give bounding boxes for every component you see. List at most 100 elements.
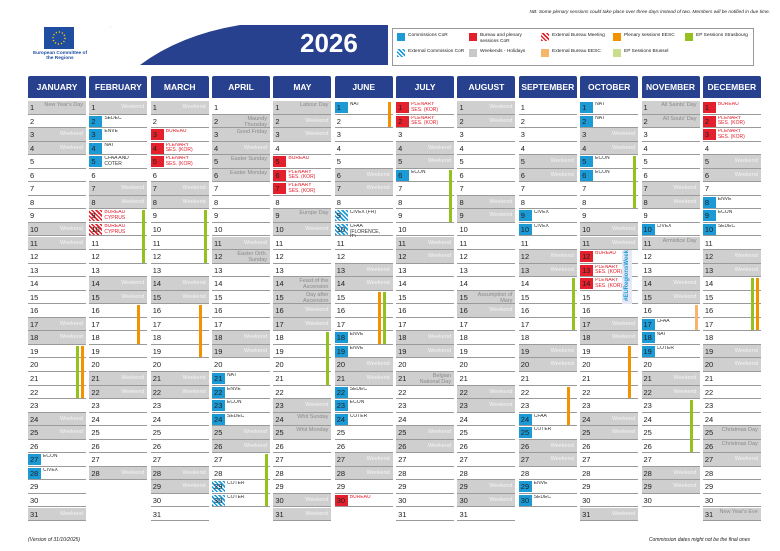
day-cell: 6 ECON bbox=[580, 168, 639, 183]
day-number: 9 bbox=[702, 210, 716, 222]
day-cell: 23 bbox=[641, 399, 700, 413]
day-number: 6 bbox=[643, 170, 648, 180]
weekend-label: Weekend bbox=[182, 280, 206, 287]
day-number: 14 bbox=[520, 279, 530, 289]
day-number: 14 bbox=[643, 279, 652, 289]
day-number: 29 bbox=[643, 482, 652, 492]
day-number: 10 bbox=[641, 223, 655, 235]
day-number: 5 bbox=[520, 157, 525, 167]
legend-swatch bbox=[613, 33, 621, 41]
day-cell: 24 COTER bbox=[334, 412, 393, 427]
day-number: 22 bbox=[704, 387, 714, 397]
day-number: 22 bbox=[398, 387, 407, 397]
version: (Version of 31/10/2025) bbox=[28, 537, 81, 543]
day-number: 4 bbox=[398, 143, 403, 153]
day-number: 21 bbox=[704, 374, 714, 383]
day-cell: 25 Weekend bbox=[212, 426, 271, 440]
day-number: 11 bbox=[91, 238, 100, 248]
day-number: 27 bbox=[214, 455, 223, 465]
weekend-label: Weekend bbox=[121, 104, 145, 110]
day-number: 20 bbox=[214, 360, 223, 370]
month-header: NOVEMBER bbox=[641, 76, 700, 98]
day-number: 15 bbox=[582, 292, 591, 302]
session-marker bbox=[198, 305, 202, 358]
year-title: 2026 bbox=[300, 28, 358, 58]
day-number: 25 bbox=[30, 428, 39, 438]
day-cell: 3 Weekend bbox=[273, 128, 332, 142]
weekend-label: Weekend bbox=[550, 442, 574, 449]
weekend-label: Weekend bbox=[366, 375, 390, 381]
day-number: 11 bbox=[275, 238, 284, 248]
day-number: 28 bbox=[336, 468, 346, 478]
day-cell: 17 Weekend bbox=[28, 317, 86, 332]
day-number: 2 bbox=[520, 116, 525, 126]
day-number: 10 bbox=[214, 224, 223, 234]
day-cell: 13 bbox=[28, 263, 86, 278]
event-label: NAT bbox=[595, 115, 605, 121]
session-marker bbox=[571, 278, 575, 331]
day-cell: 11 bbox=[518, 236, 577, 251]
day-cell: 9 bbox=[580, 209, 639, 223]
weekend-label: Weekend bbox=[550, 171, 574, 178]
day-number: 26 bbox=[398, 441, 407, 451]
weekend-label: Weekend bbox=[59, 144, 83, 151]
day-cell: 5 PLENARY SES. (KOR) bbox=[150, 155, 209, 169]
day-number: 18 bbox=[152, 333, 162, 343]
day-number: 11 bbox=[459, 238, 468, 248]
day-number: 15 bbox=[91, 292, 100, 302]
day-cell: 23 bbox=[518, 399, 577, 413]
day-cell: 21 bbox=[518, 372, 577, 386]
day-cell: 18 bbox=[89, 331, 148, 345]
day-cell: 23 bbox=[396, 399, 455, 413]
weekend-label: Weekend bbox=[673, 280, 697, 287]
day-cell: 23 ECON bbox=[212, 399, 271, 413]
day-number: 8 bbox=[398, 197, 403, 207]
day-number: 9 bbox=[152, 211, 157, 221]
day-cell: 28 Weekend bbox=[89, 466, 148, 481]
day-number: 3 bbox=[336, 130, 341, 140]
day-number: 30 bbox=[30, 495, 39, 505]
weekend-label: Weekend bbox=[550, 253, 574, 260]
day-number: 19 bbox=[641, 345, 655, 357]
day-cell: 10 bbox=[212, 222, 271, 237]
day-cell: 4 Weekend bbox=[396, 141, 455, 156]
day-number: 25 bbox=[704, 428, 714, 438]
day-number: 5 bbox=[214, 157, 219, 167]
session-marker bbox=[326, 332, 330, 385]
day-number: 23 bbox=[398, 401, 407, 411]
month-header: MARCH bbox=[150, 76, 209, 98]
day-cell: 6 Weekend bbox=[518, 168, 577, 183]
day-number: 25 bbox=[459, 428, 468, 438]
day-cell: 21 NAT bbox=[212, 372, 271, 386]
session-marker bbox=[137, 305, 141, 344]
day-number: 16 bbox=[275, 306, 284, 316]
day-cell: 3 Weekend bbox=[28, 128, 86, 142]
day-cell: 25 Christmas Day bbox=[702, 426, 761, 440]
day-number: 13 bbox=[336, 265, 346, 275]
holiday-label: New Year's Day bbox=[44, 102, 83, 108]
day-cell: 16 bbox=[580, 304, 639, 318]
day-cell: 3 Good Friday bbox=[212, 128, 271, 142]
day-number: 6 bbox=[520, 170, 525, 180]
holiday-label: Good Friday bbox=[236, 129, 268, 136]
day-cell: 10 bbox=[396, 222, 455, 237]
event-label: PLENARY SES. (KOR) bbox=[411, 115, 439, 127]
day-cell: 10 Weekend bbox=[28, 222, 86, 237]
day-number: 4 bbox=[214, 143, 219, 153]
day-number: 7 bbox=[704, 184, 710, 194]
day-cell: 21 Weekend bbox=[641, 372, 700, 386]
day-cell: 22 Weekend bbox=[150, 385, 209, 400]
year-banner bbox=[110, 25, 388, 65]
day-number: 4 bbox=[704, 143, 710, 153]
day-number: 15 bbox=[398, 292, 407, 302]
day-number: 16 bbox=[643, 306, 652, 316]
day-cell: 2 bbox=[334, 114, 393, 129]
weekend-label: Weekend bbox=[489, 388, 513, 395]
day-cell: 9 CIVEX bbox=[518, 209, 577, 223]
day-cell: 12 bbox=[150, 250, 209, 264]
weekend-label: Weekend bbox=[182, 185, 206, 192]
day-number: 2 bbox=[580, 115, 594, 127]
day-number: 7 bbox=[214, 184, 219, 194]
day-cell: 28 bbox=[580, 466, 639, 481]
day-number: 16 bbox=[582, 306, 591, 316]
